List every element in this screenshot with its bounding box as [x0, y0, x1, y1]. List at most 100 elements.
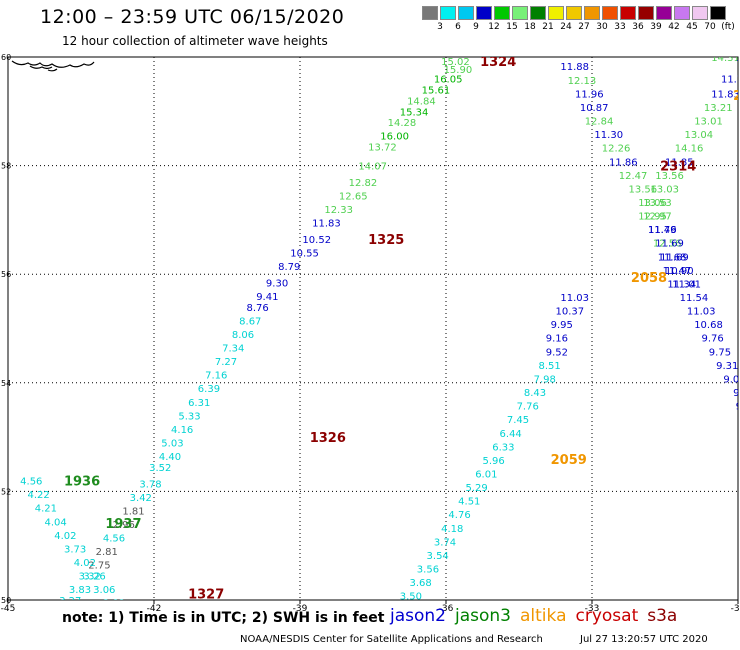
wave-height-point: 4.40	[159, 452, 181, 463]
wave-height-point: 9.61	[733, 388, 740, 399]
color-scale-tick: 12	[488, 22, 500, 32]
color-scale-swatch	[674, 6, 690, 20]
wave-height-point: 6.01	[475, 469, 497, 480]
pass-time-label: 1327	[188, 587, 224, 602]
wave-height-point: 11.76	[648, 225, 677, 236]
wave-height-point: 11.68	[658, 252, 687, 263]
satellite-altika: altika	[520, 606, 567, 626]
wave-height-point: 13.56	[629, 184, 658, 195]
y-tick-label: 58	[1, 162, 11, 171]
wave-height-point: 13.56	[655, 171, 684, 182]
wave-height-point: 16.00	[380, 132, 409, 143]
wave-height-point: 8.67	[239, 316, 261, 327]
wave-height-point: 7.27	[215, 357, 237, 368]
color-scale-tick: 33	[614, 22, 626, 32]
wave-height-point: 11.34	[667, 279, 696, 290]
wave-height-point: 7.98	[534, 374, 556, 385]
footer-credit: NOAA/NESDIS Center for Satellite Applica…	[240, 634, 543, 645]
wave-height-point: 11.47	[663, 266, 692, 277]
y-tick-label: 56	[1, 270, 11, 279]
wave-height-point: 3.02	[135, 639, 157, 650]
color-scale-swatch	[422, 6, 438, 20]
x-tick-label: -39	[293, 604, 308, 614]
pass-time-label: 1325	[368, 233, 404, 248]
wave-height-point: 11.76	[721, 75, 740, 86]
satellite-jason3: jason3	[455, 606, 511, 626]
wave-height-point: 15.02	[441, 57, 470, 68]
wave-height-point: 8.76	[246, 303, 268, 314]
wave-height-point: 12.47	[619, 171, 648, 182]
satellite-legend: jason2 jason3 altika cryosat s3a	[390, 606, 686, 626]
color-scale-swatch	[530, 6, 546, 20]
pass-time-label: 2314	[660, 160, 696, 175]
color-scale-tick: 30	[596, 22, 608, 32]
color-scale-swatch	[566, 6, 582, 20]
wave-height-point: 11.83	[711, 89, 740, 100]
wave-height-point: 3.74	[434, 537, 456, 548]
wave-height-point: 9.31	[716, 361, 738, 372]
color-scale-tick: 39	[650, 22, 662, 32]
x-tick-label: -45	[1, 604, 16, 614]
wave-height-point: 3.29	[42, 620, 64, 631]
color-scale-unit: (ft)	[721, 22, 735, 32]
wave-height-point: 14.28	[388, 118, 417, 129]
wave-height-point: 10.90	[665, 266, 694, 277]
coastline	[11, 60, 95, 72]
wave-height-point: 2.75	[88, 561, 110, 572]
wave-height-point: 11.83	[312, 219, 341, 230]
wave-height-point: 15.61	[422, 86, 451, 97]
x-tick-label: -33	[585, 604, 600, 614]
wave-height-point: 8.51	[538, 361, 560, 372]
wave-height-point: 2.64	[125, 626, 147, 637]
wave-height-point: 4.21	[35, 504, 57, 515]
y-tick-label: 52	[1, 487, 11, 496]
wave-height-point: 9.95	[551, 320, 573, 331]
wave-height-point: 12.95	[638, 212, 667, 223]
wave-height-point: 11.96	[575, 89, 604, 100]
wave-height-point: 15.90	[444, 65, 473, 76]
wave-height-point: 13.21	[704, 103, 733, 114]
wave-height-point: 2.81	[96, 547, 118, 558]
wave-height-point: 5.29	[465, 483, 487, 494]
wave-height-point: 13.06	[638, 198, 667, 209]
wave-height-point: 10.87	[580, 103, 609, 114]
color-scale-tick: 27	[578, 22, 590, 32]
wave-height-point: 4.18	[441, 524, 463, 535]
wave-height-point: 9.52	[546, 347, 568, 358]
color-scale-swatch	[548, 6, 564, 20]
wave-height-point: 8.06	[232, 330, 254, 341]
satellite-s3a: s3a	[647, 606, 678, 626]
color-scale-tick: 9	[473, 22, 479, 32]
wave-height-point: 4.56	[103, 534, 125, 545]
wave-height-point: 3.82	[103, 599, 125, 610]
wave-height-point: 11.03	[560, 293, 589, 304]
wave-height-point: 4.04	[45, 517, 67, 528]
pass-time-label: 1937	[105, 517, 141, 532]
wave-height-point: 1.81	[122, 506, 144, 517]
wave-height-point: 11.54	[680, 293, 709, 304]
satellite-cryosat: cryosat	[575, 606, 639, 626]
wave-height-point: 10.52	[302, 235, 331, 246]
wave-height-point: 3.06	[93, 585, 115, 596]
wave-height-point: 9.1	[736, 402, 740, 413]
wave-height-point: 9.41	[256, 292, 278, 303]
x-tick-label: -42	[147, 604, 162, 614]
footer-timestamp: Jul 27 13:20:57 UTC 2020	[580, 634, 708, 645]
color-scale-tick: 21	[542, 22, 554, 32]
chart-subtitle: 12 hour collection of altimeter wave hei…	[62, 34, 328, 48]
wave-height-point: 3.42	[130, 493, 152, 504]
wave-height-point: 3.68	[410, 578, 432, 589]
wave-height-point: 9.76	[702, 334, 724, 345]
color-scale-swatch	[638, 6, 654, 20]
wave-height-point: 3.32	[79, 572, 101, 583]
wave-height-point: 12.33	[324, 205, 353, 216]
wave-height-point: 12.56	[653, 239, 682, 250]
wave-height-point: 7.45	[507, 415, 529, 426]
wave-height-point: 13.04	[684, 130, 713, 141]
wave-height-point: 4.56	[20, 477, 42, 488]
wave-height-point: 8.43	[524, 388, 546, 399]
plot-frame	[7, 56, 739, 601]
wave-height-point: 4.02	[74, 558, 96, 569]
